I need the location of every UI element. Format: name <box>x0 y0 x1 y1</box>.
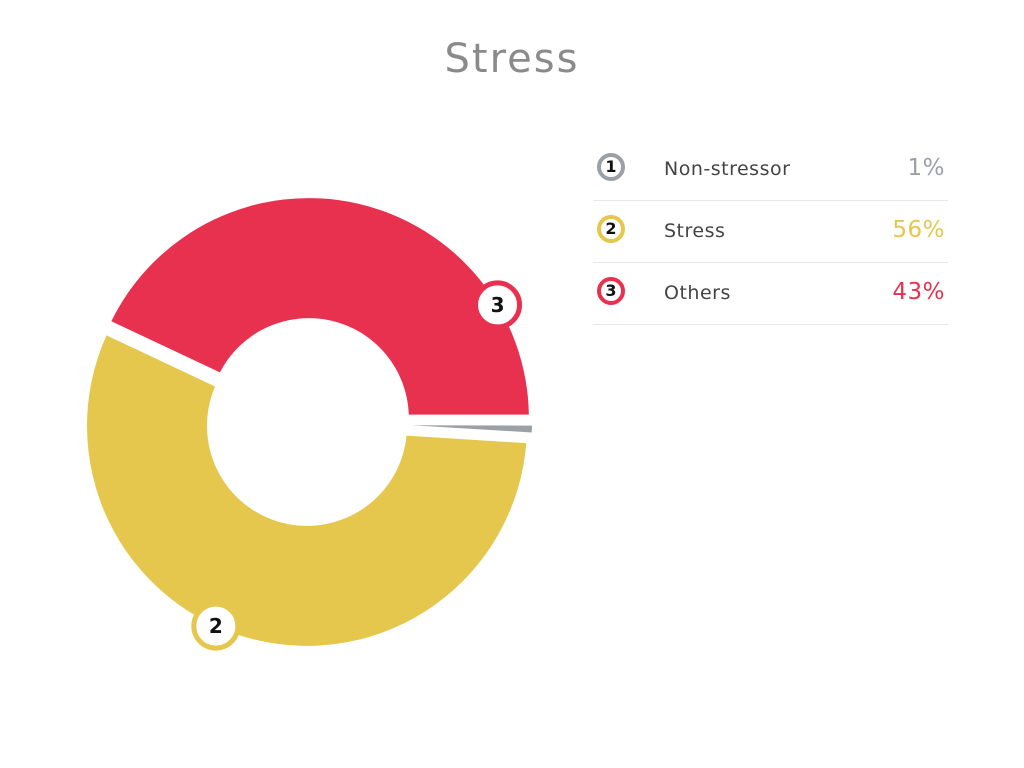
legend-value: 43% <box>892 279 945 305</box>
slice-stress <box>87 335 527 646</box>
slice-badge-3: 3 <box>473 280 523 330</box>
legend-marker: 1 <box>597 153 625 181</box>
legend-label: Non-stressor <box>664 158 791 180</box>
badge-number: 3 <box>491 293 505 317</box>
donut-slices <box>87 198 532 646</box>
legend-item-stress: 2 Stress 56% <box>593 201 948 263</box>
legend-value: 1% <box>907 155 945 181</box>
slice-badge-2: 2 <box>191 601 241 651</box>
legend-value: 56% <box>892 217 945 243</box>
badge-circle <box>473 280 523 330</box>
legend-item-others: 3 Others 43% <box>593 263 948 325</box>
slice-non-stressor <box>411 425 532 433</box>
badge-circle <box>191 601 241 651</box>
badge-number: 2 <box>209 614 223 638</box>
slice-badges: 23 <box>191 280 523 651</box>
chart-title: Stress <box>444 36 580 82</box>
legend: 1 Non-stressor 1% 2 Stress 56% 3 Others … <box>593 139 948 325</box>
legend-label: Stress <box>664 220 726 242</box>
slice-others <box>111 198 529 415</box>
legend-label: Others <box>664 282 731 304</box>
legend-marker: 3 <box>597 277 625 305</box>
legend-item-non-stressor: 1 Non-stressor 1% <box>593 139 948 201</box>
legend-marker: 2 <box>597 215 625 243</box>
